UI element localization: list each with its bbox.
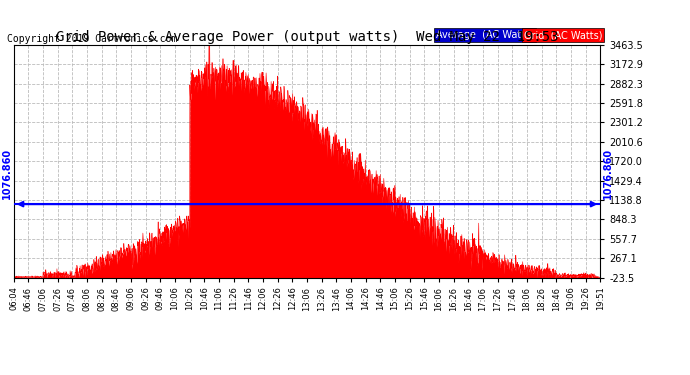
Text: Grid  (AC Watts): Grid (AC Watts) [524, 30, 602, 40]
Text: Average  (AC Watts): Average (AC Watts) [436, 30, 534, 40]
Title: Grid Power & Average Power (output watts)  Wed May 22  19:53: Grid Power & Average Power (output watts… [56, 30, 558, 44]
Text: 1076.860: 1076.860 [1, 148, 12, 199]
Text: Copyright 2019 Cartronics.com: Copyright 2019 Cartronics.com [7, 34, 177, 44]
Text: 1076.860: 1076.860 [602, 148, 613, 199]
